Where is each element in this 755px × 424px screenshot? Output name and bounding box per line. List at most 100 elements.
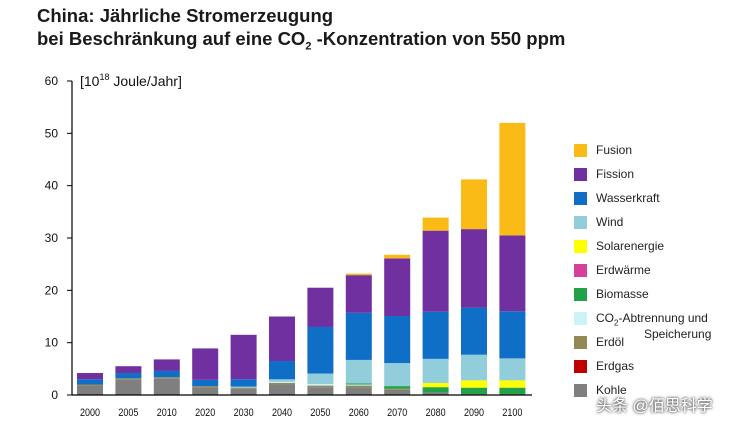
- bar-segment: [499, 122, 526, 236]
- bar-segment: [345, 312, 372, 360]
- bar-segment: [345, 383, 372, 385]
- x-tick-label: 2060: [349, 407, 369, 419]
- bar-segment: [269, 379, 295, 382]
- legend-label: Erdgas: [596, 359, 635, 373]
- legend-label: Erdöl: [596, 335, 625, 349]
- bar-segment: [345, 384, 372, 386]
- bar-segment: [153, 370, 180, 378]
- bar-segment: [77, 379, 103, 385]
- bar-segment: [422, 382, 449, 388]
- y-tick-label: 50: [45, 126, 59, 140]
- bar-segment: [384, 363, 411, 387]
- bar-segment: [115, 379, 142, 395]
- bar-segment: [307, 373, 334, 385]
- bar-segment: [77, 385, 103, 395]
- y-tick-label: 40: [45, 179, 59, 193]
- legend-label: Wasserkraft: [596, 191, 660, 205]
- legend-swatch: [574, 168, 587, 181]
- bar-segment: [461, 307, 487, 355]
- bar-segment: [422, 230, 449, 312]
- x-tick-label: 2050: [310, 407, 330, 419]
- legend-swatch: [574, 288, 587, 301]
- legend-swatch: [574, 384, 587, 397]
- bar-segment: [115, 366, 142, 374]
- y-axis-unit-label: [1018 Joule/Jahr]: [80, 72, 182, 89]
- legend-swatch: [574, 360, 587, 373]
- watermark: 头条 @佰思科学: [596, 398, 713, 415]
- bar-segment: [384, 388, 411, 390]
- legend-swatch: [574, 336, 587, 349]
- bar-segment: [77, 384, 103, 386]
- title-line-1: China: Jährliche Stromerzeugung: [37, 5, 334, 26]
- bar-segment: [422, 358, 449, 383]
- y-tick-label: 60: [45, 74, 59, 88]
- bar-segment: [307, 384, 334, 386]
- bar-segment: [230, 387, 257, 389]
- legend-label: Biomasse: [596, 287, 649, 301]
- bar-segment: [422, 311, 449, 359]
- x-tick-label: 2070: [387, 407, 407, 419]
- bar-segment: [77, 373, 103, 380]
- legend-swatch: [574, 144, 587, 157]
- bar-segment: [230, 379, 257, 387]
- bar-segment: [345, 359, 372, 384]
- y-tick-label: 10: [45, 336, 59, 350]
- bar-segment: [499, 311, 526, 359]
- bar-segment: [461, 179, 487, 230]
- x-tick-label: 2005: [118, 407, 138, 419]
- bar-segment: [384, 386, 411, 389]
- chart-title: China: Jährliche Stromerzeugung bei Besc…: [37, 4, 565, 59]
- bar-segment: [192, 348, 219, 380]
- title-co2-subscript: 2: [305, 40, 312, 53]
- legend-swatch: [574, 192, 587, 205]
- bar-segment: [307, 326, 334, 374]
- bar-segment: [269, 384, 295, 395]
- bar-segment: [461, 229, 487, 308]
- bar-segment: [115, 373, 142, 379]
- y-tick-label: 0: [51, 388, 58, 402]
- bar-segment: [422, 387, 449, 393]
- x-tick-label: 2040: [272, 407, 292, 419]
- bar-segment: [422, 392, 449, 395]
- bar-segment: [230, 386, 257, 388]
- bar-segment: [345, 385, 372, 388]
- bar-segment: [345, 275, 372, 313]
- legend-label: Erdwärme: [596, 263, 651, 277]
- bar-segment: [499, 235, 526, 312]
- bar-segment: [384, 254, 411, 259]
- x-tick-label: 2030: [234, 407, 254, 419]
- bar-segment: [192, 386, 219, 388]
- title-line-2-post: -Konzentration von 550 ppm: [311, 28, 566, 49]
- legend-swatch: [574, 240, 587, 253]
- bar-segment: [192, 387, 219, 395]
- x-tick-label: 2020: [195, 407, 215, 419]
- bar-segment: [499, 358, 526, 381]
- x-tick-label: 2100: [502, 407, 522, 419]
- title-line-2: bei Beschränkung auf eine CO2 -Konzentra…: [37, 27, 565, 59]
- bar-segment: [269, 316, 295, 361]
- bar-segment: [345, 387, 372, 395]
- bar-segment: [384, 258, 411, 316]
- legend-label: Solarenergie: [596, 239, 665, 253]
- bar-segment: [307, 387, 334, 395]
- bar-segment: [499, 380, 526, 388]
- bar-segment: [230, 334, 257, 380]
- legend-label: CO2-Abtrennung und Speicherung: [596, 311, 712, 342]
- bar-segment: [307, 385, 334, 388]
- bar-segment: [153, 378, 180, 395]
- bar-segment: [461, 387, 487, 394]
- bar-segment: [499, 387, 526, 394]
- y-tick-label: 30: [45, 231, 59, 245]
- bar-segment: [230, 388, 257, 395]
- x-tick-label: 2010: [157, 407, 177, 419]
- bar-segment: [153, 359, 180, 371]
- bar-segment: [269, 381, 295, 383]
- x-tick-label: 2080: [426, 407, 446, 419]
- bar-segment: [269, 360, 295, 380]
- bar-segment: [153, 377, 180, 379]
- bar-segment: [422, 217, 449, 231]
- legend-label: Fission: [596, 167, 635, 181]
- legend-label: Kohle: [596, 383, 627, 397]
- x-tick-label: 2090: [464, 407, 484, 419]
